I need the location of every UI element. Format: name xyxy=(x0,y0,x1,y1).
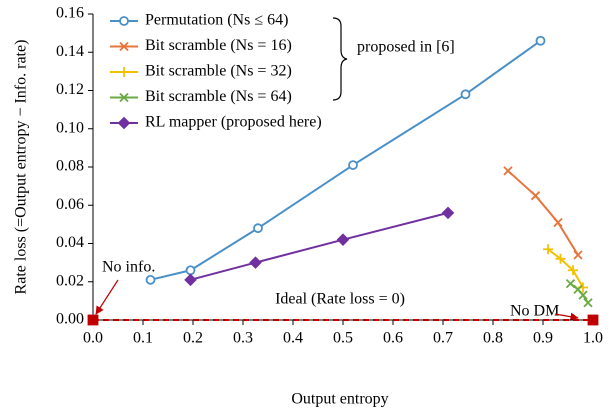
y-tick-label: 0.00 xyxy=(56,311,84,328)
x-tick-label: 0.1 xyxy=(133,330,153,347)
legend-box xyxy=(104,7,348,137)
point xyxy=(348,160,358,170)
y-tick-label: 0.02 xyxy=(56,272,84,289)
y-tick-label: 0.04 xyxy=(56,234,84,251)
y-tick-label: 0.12 xyxy=(56,81,84,98)
x-tick-label: 1.0 xyxy=(583,330,603,347)
legend-marker xyxy=(119,41,129,52)
x-tick-label: 0.6 xyxy=(383,330,403,347)
point xyxy=(583,298,593,308)
legend-label: Bit scramble (Ns = 64) xyxy=(145,88,292,105)
legend-marker xyxy=(117,116,131,130)
point xyxy=(553,217,563,228)
point xyxy=(573,250,583,260)
x-tick-label: 0.3 xyxy=(233,330,253,347)
point xyxy=(460,89,471,100)
point xyxy=(530,191,541,201)
y-tick-label: 0.08 xyxy=(56,158,84,175)
x-tick-label: 0.2 xyxy=(183,330,203,347)
y-tick-label: 0.10 xyxy=(56,119,84,136)
series-line xyxy=(507,170,579,256)
point xyxy=(249,256,262,269)
x-tick-label: 0.5 xyxy=(333,330,353,347)
legend-marker xyxy=(119,16,129,26)
point xyxy=(578,290,588,300)
point xyxy=(535,35,546,46)
series-line xyxy=(547,248,584,288)
x-axis-label: Output entropy xyxy=(291,391,388,408)
point xyxy=(145,274,156,285)
legend-label: Permutation (Ns ≤ 64) xyxy=(145,12,288,29)
x-tick-label: 0.7 xyxy=(433,330,453,347)
x-tick-label: 0.0 xyxy=(83,330,103,347)
point xyxy=(441,206,455,220)
reference-label: Ideal (Rate loss = 0) xyxy=(275,291,405,308)
point xyxy=(185,265,196,276)
x-tick-label: 0.9 xyxy=(533,330,553,347)
point xyxy=(184,273,197,287)
y-tick-label: 0.06 xyxy=(56,196,84,213)
brace xyxy=(332,17,348,101)
legend-label: RL mapper (proposed here) xyxy=(145,114,322,131)
legend-label: Bit scramble (Ns = 16) xyxy=(145,37,292,54)
y-axis-label: Rate loss (=Output entropy − Info. rate) xyxy=(13,40,30,295)
point xyxy=(253,223,263,234)
annotation: No info. xyxy=(102,259,155,276)
point xyxy=(503,166,513,176)
annotation-arrow xyxy=(95,279,119,315)
y-tick-label: 0.16 xyxy=(56,5,84,22)
point xyxy=(565,279,576,289)
point xyxy=(336,233,350,246)
legend-marker xyxy=(119,92,129,103)
legend-label: Bit scramble (Ns = 32) xyxy=(145,63,292,80)
y-tick-label: 0.14 xyxy=(56,43,84,60)
point xyxy=(87,314,99,326)
point xyxy=(543,244,553,255)
brace-label: proposed in [6] xyxy=(357,39,455,56)
point xyxy=(587,314,599,326)
x-tick-label: 0.4 xyxy=(283,330,303,347)
point xyxy=(555,253,566,264)
annotation: No DM xyxy=(510,303,559,320)
x-tick-label: 0.8 xyxy=(483,330,503,347)
legend-marker xyxy=(119,67,129,77)
series-line xyxy=(150,39,542,281)
point xyxy=(568,265,578,276)
series-line xyxy=(190,211,449,281)
annotation-arrow xyxy=(554,312,579,321)
